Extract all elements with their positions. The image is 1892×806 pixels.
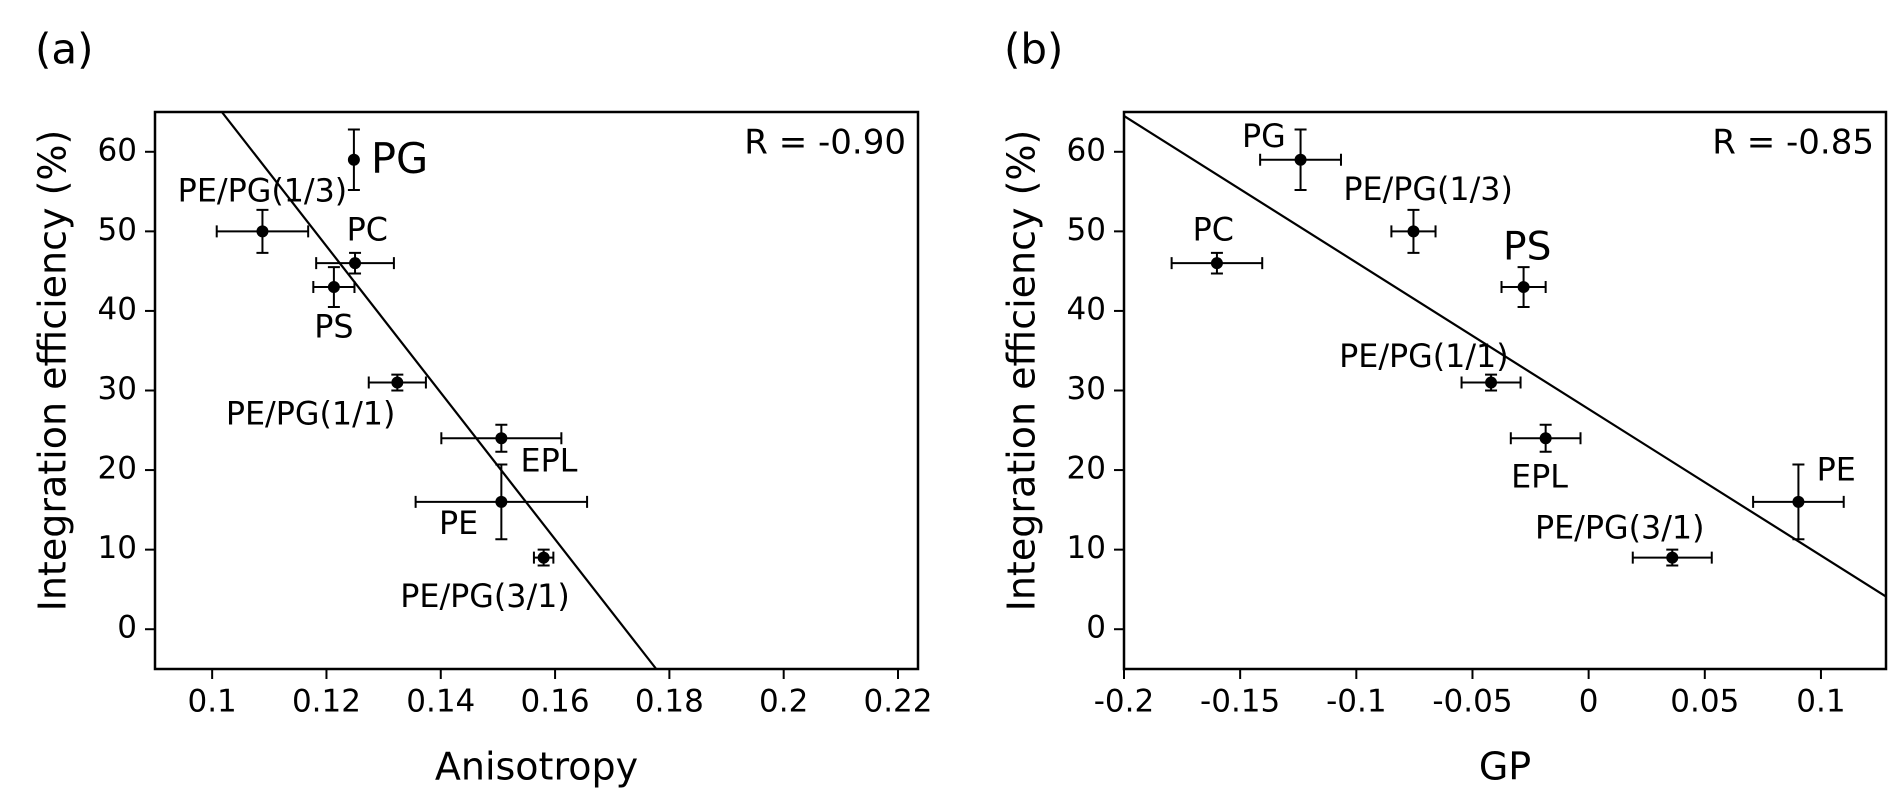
x-tick-label: 0.22 [863, 684, 932, 720]
data-point [1666, 551, 1679, 564]
panel-label: (a) [35, 25, 94, 74]
y-tick-label: 50 [1067, 212, 1106, 248]
x-tick-label: -0.15 [1200, 684, 1280, 720]
point-label: PE/PG(1/3) [178, 173, 348, 209]
point-label: PG [1242, 119, 1286, 155]
point-label: PC [347, 212, 388, 248]
y-tick-label: 30 [1067, 371, 1106, 407]
x-tick-label: 0.16 [521, 684, 590, 720]
data-point [537, 551, 550, 564]
y-tick-label: 50 [98, 212, 137, 248]
point-label: PE/PG(3/1) [1535, 511, 1705, 547]
point-label: PC [1193, 212, 1234, 248]
point-label: PS [1503, 225, 1551, 270]
data-point [1210, 257, 1223, 270]
point-label: PE [1817, 452, 1856, 488]
y-tick-label: 30 [98, 371, 137, 407]
x-tick-label: -0.1 [1326, 684, 1387, 720]
point-label: EPL [521, 444, 578, 480]
point-label: PG [371, 134, 428, 183]
data-point [1294, 153, 1307, 166]
data-point [1485, 376, 1498, 389]
y-tick-label: 40 [1067, 291, 1106, 327]
y-tick-label: 10 [1067, 530, 1106, 566]
data-point [1792, 495, 1805, 508]
y-tick-label: 60 [98, 132, 137, 168]
x-tick-label: -0.2 [1094, 684, 1155, 720]
data-point [1407, 225, 1420, 238]
y-axis-label: Integration efficiency (%) [31, 130, 75, 612]
x-tick-label: 0.2 [759, 684, 808, 720]
x-tick-label: 0 [1579, 684, 1599, 720]
x-tick-label: -0.05 [1432, 684, 1512, 720]
point-label: PE/PG(1/3) [1343, 172, 1513, 208]
data-point [391, 376, 404, 389]
data-point [347, 153, 360, 166]
data-point [495, 432, 508, 445]
data-point [1517, 281, 1530, 294]
y-tick-label: 20 [1067, 451, 1106, 487]
panel-label: (b) [1004, 25, 1063, 74]
fit-line [221, 111, 658, 670]
x-axis-label: GP [1479, 745, 1531, 789]
y-tick-label: 0 [1086, 610, 1106, 646]
data-point [495, 495, 508, 508]
annotation: R = -0.90 [744, 123, 906, 163]
y-tick-label: 60 [1067, 132, 1106, 168]
x-tick-label: 0.1 [187, 684, 236, 720]
x-axis-label: Anisotropy [435, 745, 638, 789]
x-tick-label: 0.18 [635, 684, 704, 720]
fit-line [1123, 115, 1887, 598]
point-label: EPL [1511, 460, 1568, 496]
data-point [349, 257, 362, 270]
x-tick-label: 0.12 [292, 684, 361, 720]
annotation: R = -0.85 [1712, 123, 1874, 163]
y-tick-label: 10 [98, 530, 137, 566]
point-label: PE/PG(3/1) [400, 579, 570, 615]
x-tick-label: 0.14 [406, 684, 475, 720]
x-tick-label: 0.05 [1670, 684, 1739, 720]
y-tick-label: 40 [98, 291, 137, 327]
y-axis-label: Integration efficiency (%) [1000, 130, 1044, 612]
point-label: PS [314, 310, 353, 346]
point-label: PE/PG(1/1) [226, 397, 396, 433]
data-point [1539, 432, 1552, 445]
x-tick-label: 0.1 [1796, 684, 1845, 720]
y-tick-label: 0 [117, 610, 137, 646]
point-label: PE/PG(1/1) [1339, 339, 1509, 375]
point-label: PE [439, 506, 478, 542]
y-tick-label: 20 [98, 451, 137, 487]
data-point [327, 281, 340, 294]
data-point [256, 225, 269, 238]
